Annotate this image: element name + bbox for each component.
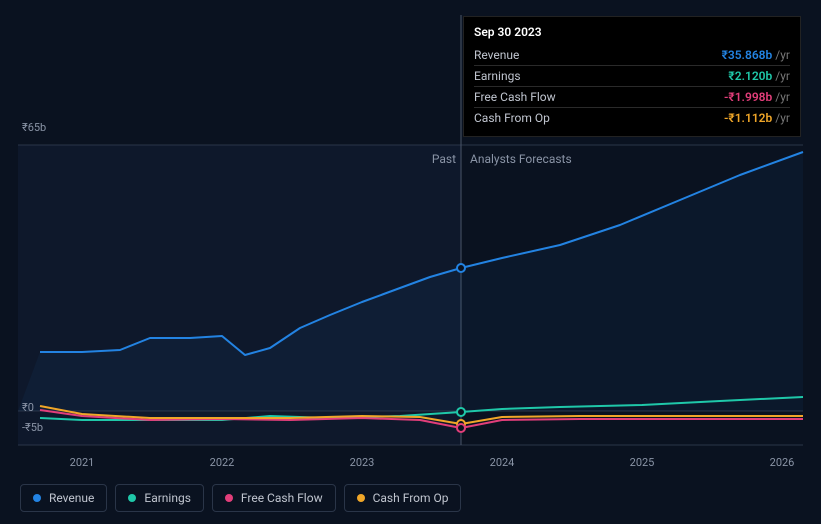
chart-tooltip: Sep 30 2023 Revenue ₹35.868b/yr Earnings ₹2… — [463, 16, 801, 137]
x-axis-label: 2021 — [70, 456, 95, 469]
tooltip-row: Free Cash Flow -₹1.998b/yr — [474, 86, 790, 107]
forecast-label: Analysts Forecasts — [470, 152, 572, 166]
tooltip-row: Cash From Op -₹1.112b/yr — [474, 107, 790, 128]
chart-legend: Revenue Earnings Free Cash Flow Cash From O… — [20, 484, 461, 512]
legend-label: Free Cash Flow — [241, 491, 323, 505]
tooltip-metric-value: ₹2.120b/yr — [728, 69, 790, 83]
financial-chart: ₹65b ₹0 -₹5b 2021 2022 2023 2024 2025 2026 Past… — [0, 0, 821, 524]
legend-label: Revenue — [49, 491, 94, 505]
tooltip-metric-label: Cash From Op — [474, 111, 550, 125]
past-label: Past — [432, 152, 456, 166]
x-axis-label: 2025 — [630, 456, 655, 469]
hover-marker — [456, 423, 466, 433]
tooltip-metric-label: Revenue — [474, 48, 519, 62]
hover-marker — [456, 407, 466, 417]
legend-dot — [357, 494, 365, 502]
tooltip-metric-value: -₹1.998b/yr — [724, 90, 790, 104]
x-axis-label: 2026 — [770, 456, 795, 469]
legend-label: Earnings — [144, 491, 191, 505]
y-axis-label: -₹5b — [22, 421, 43, 434]
tooltip-metric-label: Earnings — [474, 69, 521, 83]
y-axis-label: ₹65b — [22, 121, 46, 134]
y-axis-label: ₹0 — [22, 401, 34, 414]
x-axis-label: 2022 — [210, 456, 235, 469]
legend-dot — [225, 494, 233, 502]
tooltip-row: Earnings ₹2.120b/yr — [474, 65, 790, 86]
tooltip-metric-value: -₹1.112b/yr — [724, 111, 790, 125]
tooltip-metric-value: ₹35.868b/yr — [722, 48, 790, 62]
legend-item-cash-from-op[interactable]: Cash From Op — [344, 484, 462, 512]
legend-label: Cash From Op — [373, 491, 449, 505]
tooltip-metric-label: Free Cash Flow — [474, 90, 556, 104]
legend-dot — [128, 494, 136, 502]
tooltip-row: Revenue ₹35.868b/yr — [474, 45, 790, 65]
tooltip-date: Sep 30 2023 — [474, 25, 790, 39]
legend-item-earnings[interactable]: Earnings — [115, 484, 204, 512]
legend-dot — [33, 494, 41, 502]
legend-item-free-cash-flow[interactable]: Free Cash Flow — [212, 484, 336, 512]
hover-marker — [456, 263, 466, 273]
legend-item-revenue[interactable]: Revenue — [20, 484, 107, 512]
x-axis-label: 2023 — [350, 456, 375, 469]
x-axis-label: 2024 — [490, 456, 515, 469]
